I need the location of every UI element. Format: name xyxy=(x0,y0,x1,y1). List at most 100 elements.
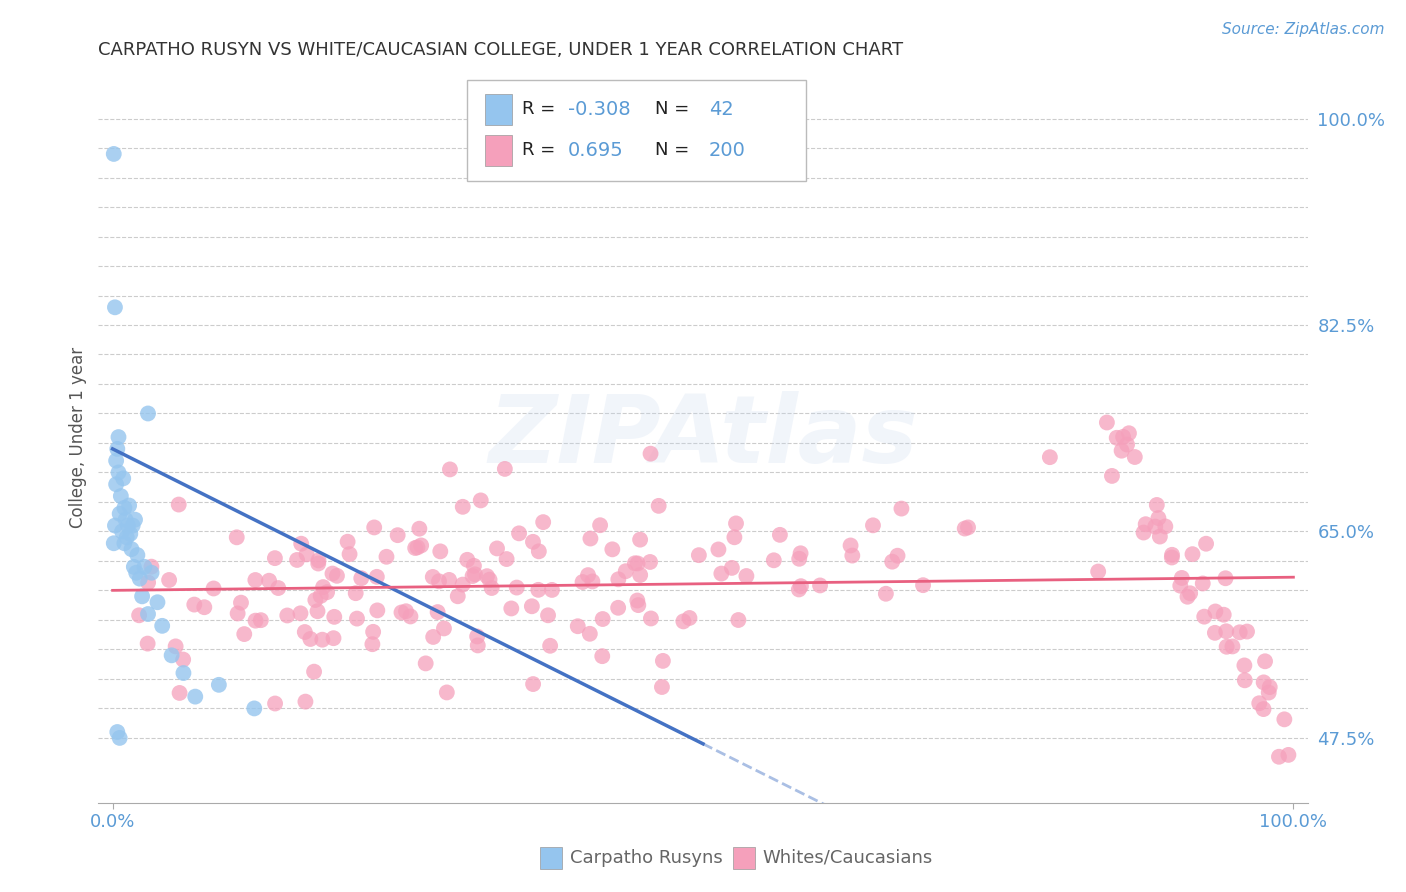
Point xyxy=(1105,431,1128,445)
Point xyxy=(172,652,194,666)
Point xyxy=(108,731,131,745)
Point xyxy=(193,600,215,615)
Point xyxy=(538,639,561,653)
Point xyxy=(124,513,146,527)
Point xyxy=(422,630,444,644)
Point xyxy=(226,607,249,621)
Point xyxy=(264,551,287,566)
FancyBboxPatch shape xyxy=(734,847,755,869)
Point xyxy=(1181,547,1204,561)
Point xyxy=(361,624,384,639)
Point xyxy=(567,619,589,633)
Point xyxy=(841,549,863,563)
Point xyxy=(233,627,256,641)
Point xyxy=(363,520,385,534)
Point xyxy=(912,578,935,592)
Point xyxy=(647,499,669,513)
Text: N =: N = xyxy=(655,141,695,160)
Point xyxy=(1147,511,1170,525)
Point xyxy=(131,590,153,604)
Point xyxy=(495,552,517,566)
Point xyxy=(787,582,810,597)
Point xyxy=(250,613,273,627)
Point xyxy=(202,582,225,596)
Point xyxy=(290,607,312,621)
Point xyxy=(225,530,247,544)
Point xyxy=(121,518,143,533)
Point xyxy=(167,498,190,512)
Point xyxy=(451,577,474,591)
Point xyxy=(1277,747,1299,762)
Point xyxy=(522,677,544,691)
Point xyxy=(183,598,205,612)
Point xyxy=(724,516,747,531)
Point xyxy=(1222,640,1244,654)
Point xyxy=(651,654,673,668)
Point xyxy=(1272,712,1295,726)
Point xyxy=(411,538,433,552)
Point xyxy=(1204,605,1226,619)
Point xyxy=(1178,586,1201,600)
Point xyxy=(408,522,430,536)
Point xyxy=(150,619,173,633)
Point xyxy=(267,581,290,595)
Point xyxy=(628,533,651,547)
Point xyxy=(467,639,489,653)
Point xyxy=(579,532,602,546)
Point xyxy=(120,526,142,541)
Point xyxy=(1161,548,1184,562)
Point xyxy=(882,555,904,569)
Point xyxy=(808,578,831,592)
Point xyxy=(1111,443,1133,458)
Point xyxy=(1123,450,1146,464)
Point xyxy=(1095,416,1118,430)
Point xyxy=(375,549,398,564)
Point xyxy=(721,561,744,575)
Point xyxy=(308,553,330,567)
Point xyxy=(862,518,884,533)
Point xyxy=(1236,624,1258,639)
Point xyxy=(366,570,388,584)
Point xyxy=(1101,469,1123,483)
Point xyxy=(112,536,135,550)
Point xyxy=(322,631,344,645)
Point xyxy=(115,530,138,544)
Point xyxy=(157,573,180,587)
Point xyxy=(436,685,458,699)
Point xyxy=(433,622,456,636)
Point xyxy=(1039,450,1062,465)
Point xyxy=(527,582,550,597)
Text: Whites/Caucasians: Whites/Caucasians xyxy=(762,848,932,867)
Point xyxy=(426,605,449,619)
FancyBboxPatch shape xyxy=(467,80,806,181)
Point xyxy=(707,542,730,557)
Point xyxy=(624,556,647,570)
Text: R =: R = xyxy=(522,101,561,119)
Point xyxy=(1149,530,1171,544)
Point xyxy=(579,627,602,641)
Point xyxy=(105,453,128,467)
Point xyxy=(366,603,388,617)
Point xyxy=(105,477,128,491)
Point xyxy=(475,569,498,583)
Point xyxy=(886,549,908,563)
Point xyxy=(1191,576,1213,591)
Point xyxy=(127,548,149,562)
FancyBboxPatch shape xyxy=(485,135,512,166)
Point xyxy=(304,593,326,607)
Point xyxy=(464,567,486,582)
Point xyxy=(141,559,163,574)
Point xyxy=(953,522,976,536)
Point xyxy=(541,582,564,597)
Point xyxy=(257,574,280,588)
Point xyxy=(1253,675,1275,690)
Point xyxy=(1144,519,1167,533)
Point xyxy=(628,568,651,582)
Point xyxy=(309,589,332,603)
Point xyxy=(481,581,503,595)
Point xyxy=(108,507,131,521)
Point xyxy=(1154,519,1177,533)
Point xyxy=(406,541,429,555)
Point xyxy=(1254,654,1277,668)
Point xyxy=(346,611,368,625)
